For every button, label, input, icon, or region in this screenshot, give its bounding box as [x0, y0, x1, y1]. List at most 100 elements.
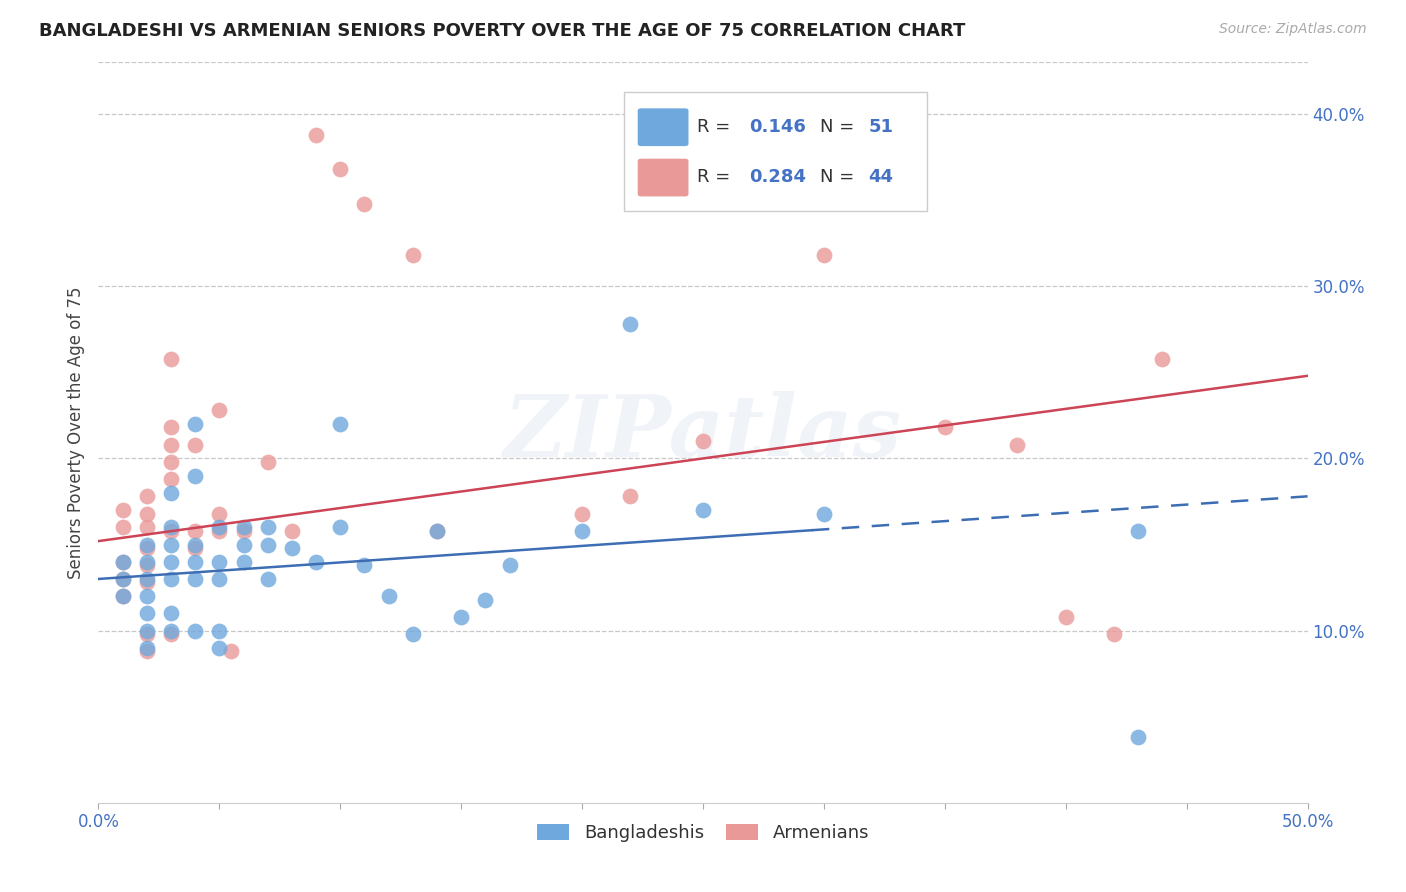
Text: 51: 51 [869, 118, 894, 136]
Point [160, 351, 183, 366]
Point [111, 555, 134, 569]
Point [160, 455, 183, 469]
Point [329, 162, 352, 177]
Point [305, 128, 328, 142]
Point [402, 627, 425, 641]
Point [160, 438, 183, 452]
Point [208, 640, 231, 655]
Point [1007, 438, 1029, 452]
Point [160, 624, 183, 638]
Point [571, 524, 593, 538]
Point [208, 520, 231, 534]
Point [1128, 731, 1150, 745]
Point [135, 624, 157, 638]
Point [353, 196, 375, 211]
FancyBboxPatch shape [638, 108, 689, 146]
Point [184, 468, 207, 483]
Point [256, 572, 278, 586]
Point [208, 555, 231, 569]
Point [692, 503, 714, 517]
Point [184, 537, 207, 551]
Text: 0.284: 0.284 [749, 169, 806, 186]
Point [135, 555, 157, 569]
Point [135, 627, 157, 641]
Point [160, 627, 183, 641]
Point [184, 555, 207, 569]
Point [184, 524, 207, 538]
Text: 44: 44 [869, 169, 894, 186]
Point [160, 537, 183, 551]
Point [135, 589, 157, 603]
Point [135, 572, 157, 586]
Y-axis label: Seniors Poverty Over the Age of 75: Seniors Poverty Over the Age of 75 [66, 286, 84, 579]
Point [208, 624, 231, 638]
Point [232, 555, 254, 569]
Point [474, 592, 496, 607]
Point [111, 503, 134, 517]
Point [232, 520, 254, 534]
Point [111, 589, 134, 603]
Point [160, 420, 183, 434]
Text: Source: ZipAtlas.com: Source: ZipAtlas.com [1219, 22, 1367, 37]
Point [402, 248, 425, 262]
Point [1152, 351, 1174, 366]
Point [813, 507, 835, 521]
Point [135, 507, 157, 521]
Text: ZIPatlas: ZIPatlas [503, 391, 903, 475]
Point [184, 417, 207, 431]
Point [208, 572, 231, 586]
Point [377, 589, 399, 603]
Point [498, 558, 520, 573]
Point [135, 640, 157, 655]
FancyBboxPatch shape [624, 92, 927, 211]
Point [281, 524, 304, 538]
Point [184, 624, 207, 638]
Point [160, 607, 183, 621]
Point [1102, 627, 1125, 641]
Point [450, 610, 472, 624]
Point [256, 455, 278, 469]
Point [135, 558, 157, 573]
FancyBboxPatch shape [638, 159, 689, 196]
Point [160, 555, 183, 569]
Text: N =: N = [820, 118, 860, 136]
Text: 0.146: 0.146 [749, 118, 806, 136]
Point [135, 575, 157, 590]
Point [135, 541, 157, 555]
Point [160, 572, 183, 586]
Point [208, 524, 231, 538]
Point [281, 541, 304, 555]
Point [184, 572, 207, 586]
Text: N =: N = [820, 169, 860, 186]
Point [160, 472, 183, 486]
Text: R =: R = [697, 118, 735, 136]
Point [160, 520, 183, 534]
Point [135, 537, 157, 551]
Point [208, 403, 231, 417]
Point [934, 420, 956, 434]
Point [111, 572, 134, 586]
Point [135, 607, 157, 621]
Point [135, 644, 157, 658]
Legend: Bangladeshis, Armenians: Bangladeshis, Armenians [530, 816, 876, 849]
Point [692, 434, 714, 449]
Point [184, 438, 207, 452]
Point [111, 555, 134, 569]
Point [160, 486, 183, 500]
Point [184, 541, 207, 555]
Text: BANGLADESHI VS ARMENIAN SENIORS POVERTY OVER THE AGE OF 75 CORRELATION CHART: BANGLADESHI VS ARMENIAN SENIORS POVERTY … [39, 22, 966, 40]
Point [135, 520, 157, 534]
Point [208, 507, 231, 521]
Point [619, 489, 641, 503]
Point [256, 520, 278, 534]
Point [426, 524, 449, 538]
Point [111, 520, 134, 534]
Text: R =: R = [697, 169, 735, 186]
Point [111, 572, 134, 586]
Point [571, 507, 593, 521]
Point [256, 537, 278, 551]
Point [426, 524, 449, 538]
Point [329, 417, 352, 431]
Point [111, 589, 134, 603]
Point [305, 555, 328, 569]
